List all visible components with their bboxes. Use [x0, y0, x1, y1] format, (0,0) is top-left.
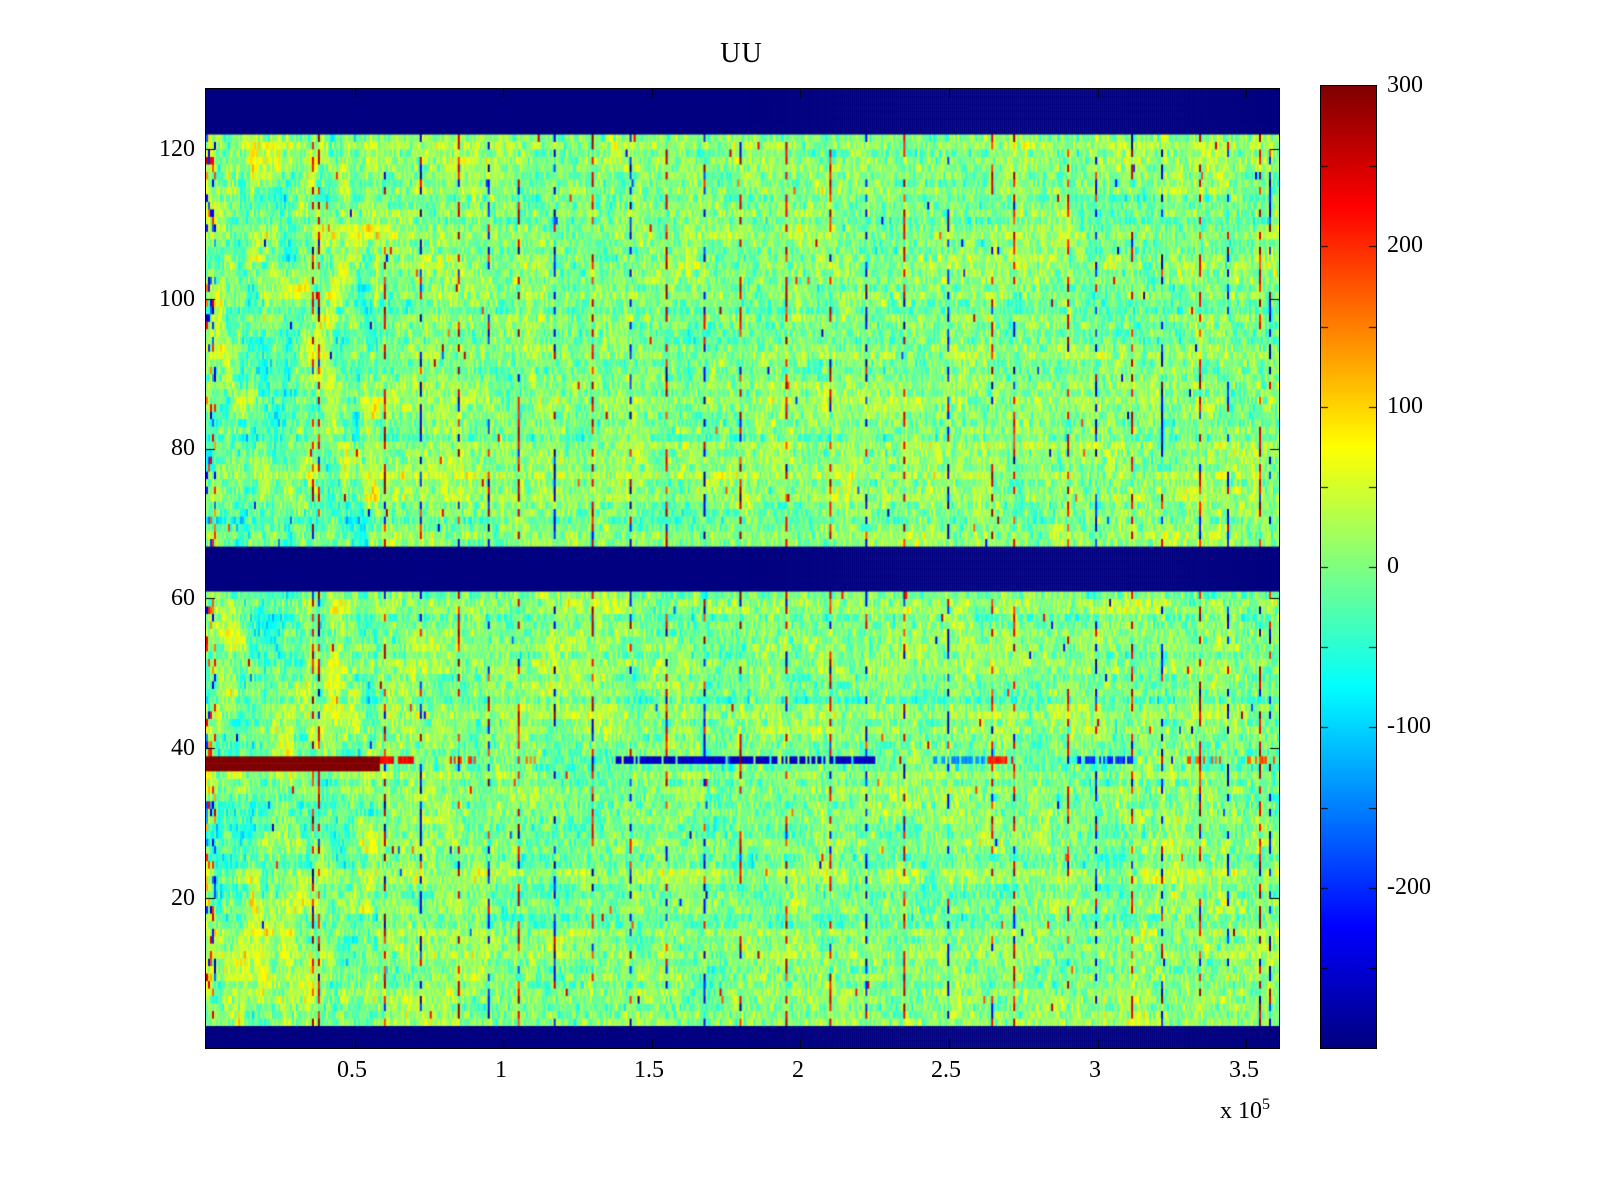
colorbar-tick-label: -100: [1387, 713, 1431, 739]
y-axis-tick-label: 40: [171, 735, 195, 761]
y-axis-tick-label: 120: [159, 136, 195, 162]
colorbar-tick-label: -200: [1387, 874, 1431, 900]
y-axis-tick-label: 100: [159, 286, 195, 312]
colorbar-canvas: [1321, 86, 1376, 1048]
x-axis-tick-label: 3.5: [1229, 1057, 1259, 1083]
y-axis-tick-label: 20: [171, 885, 195, 911]
x-axis-tick-label: 0.5: [337, 1057, 367, 1083]
x-axis-tick-label: 2: [792, 1057, 804, 1083]
chart-title: UU: [720, 38, 763, 69]
x-axis-tick-label: 3: [1089, 1057, 1101, 1083]
colorbar-tick-label: 100: [1387, 393, 1423, 419]
x-axis-exponent-label: x 105: [1220, 1096, 1270, 1124]
colorbar-tick-label: 300: [1387, 72, 1423, 98]
y-axis-tick-label: 60: [171, 585, 195, 611]
heatmap-canvas: [206, 89, 1279, 1048]
x-axis-tick-label: 1.5: [634, 1057, 664, 1083]
colorbar-tick-label: 200: [1387, 232, 1423, 258]
heatmap-plot: [205, 88, 1280, 1049]
colorbar-tick-label: 0: [1387, 553, 1399, 579]
x-axis-tick-label: 1: [495, 1057, 507, 1083]
x-axis-tick-label: 2.5: [931, 1057, 961, 1083]
y-axis-tick-label: 80: [171, 435, 195, 461]
colorbar: [1320, 85, 1377, 1049]
